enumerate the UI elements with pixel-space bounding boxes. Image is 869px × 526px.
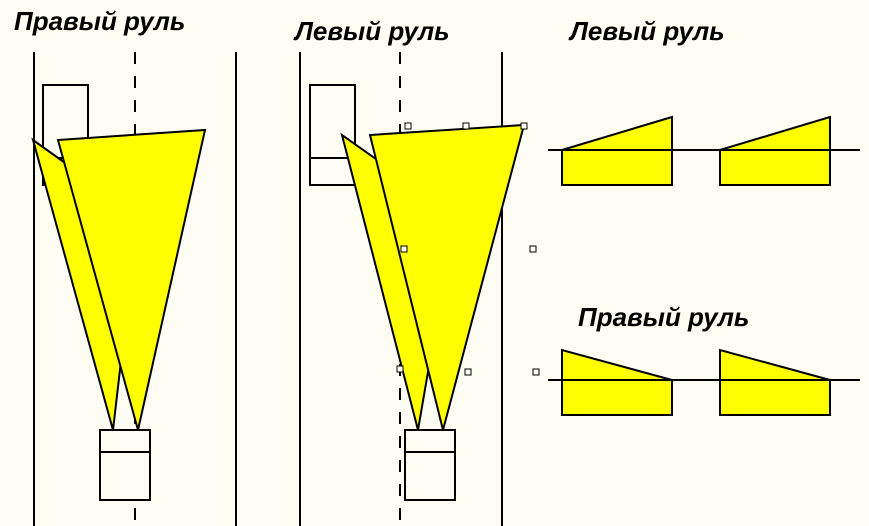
- diagram-svg: [0, 0, 869, 526]
